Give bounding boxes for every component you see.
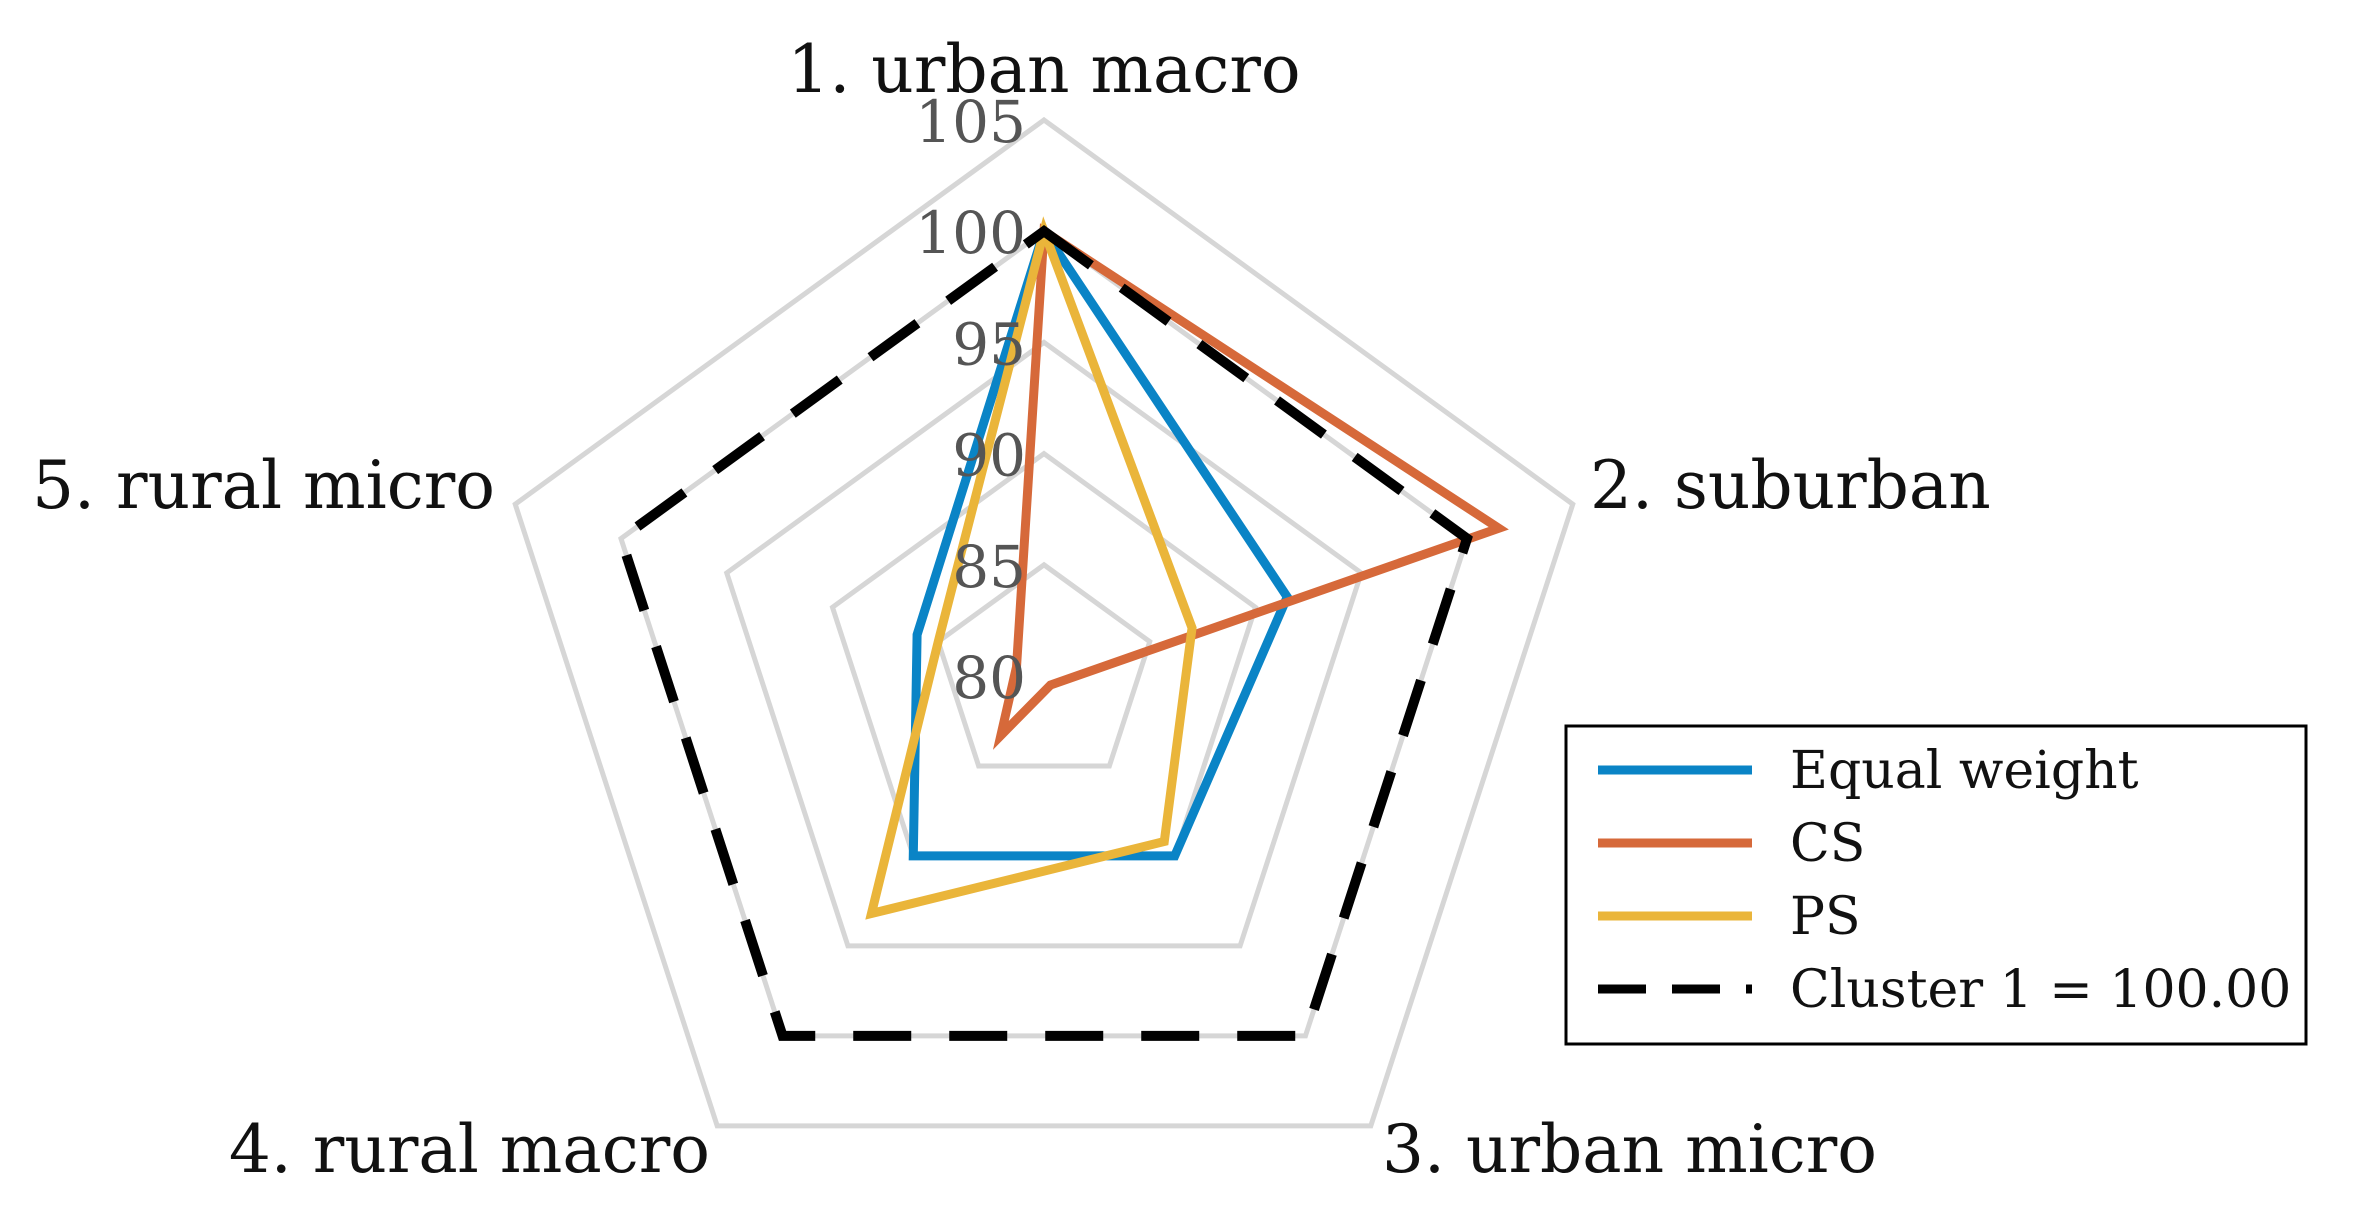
legend-label-1: Equal weight — [1790, 741, 2139, 801]
legend: Equal weight CS PS Cluster 1 = 100.00 — [1564, 724, 2308, 1046]
tick-label-95: 95 — [952, 310, 1026, 378]
legend-label-2: CS — [1790, 814, 1865, 874]
legend-label-3: PS — [1790, 887, 1861, 947]
tick-label-90: 90 — [952, 422, 1026, 490]
axis-labels: 1. urban macro 2. suburban 3. urban micro 4… — [32, 31, 1991, 1188]
grid-ring-95 — [723, 339, 1365, 949]
legend-label-4: Cluster 1 = 100.00 — [1790, 960, 2291, 1020]
radar-series — [615, 216, 1509, 1041]
series-line-cluster-1-100-00 — [615, 225, 1473, 1041]
legend-items: Equal weight CS PS Cluster 1 = 100.00 — [1598, 741, 2291, 1020]
tick-label-105: 105 — [915, 88, 1026, 156]
series-line-equal-weight — [908, 220, 1293, 861]
axis-label-5: 5. rural micro — [32, 447, 495, 524]
series-line-ps — [865, 216, 1197, 920]
axis-label-4: 4. rural macro — [229, 1111, 710, 1188]
grid-ring-105 — [512, 116, 1576, 1129]
tick-label-85: 85 — [952, 533, 1026, 601]
axis-label-2: 2. suburban — [1590, 447, 1991, 524]
tick-label-80: 80 — [952, 644, 1026, 712]
series-line-cs — [992, 223, 1509, 750]
radial-tick-labels: 80 85 90 95 100 105 — [915, 88, 1026, 712]
grid-ring-85 — [935, 561, 1153, 769]
axis-label-3: 3. urban micro — [1382, 1111, 1877, 1188]
tick-label-100: 100 — [915, 199, 1026, 267]
axis-label-1: 1. urban macro — [787, 31, 1300, 108]
